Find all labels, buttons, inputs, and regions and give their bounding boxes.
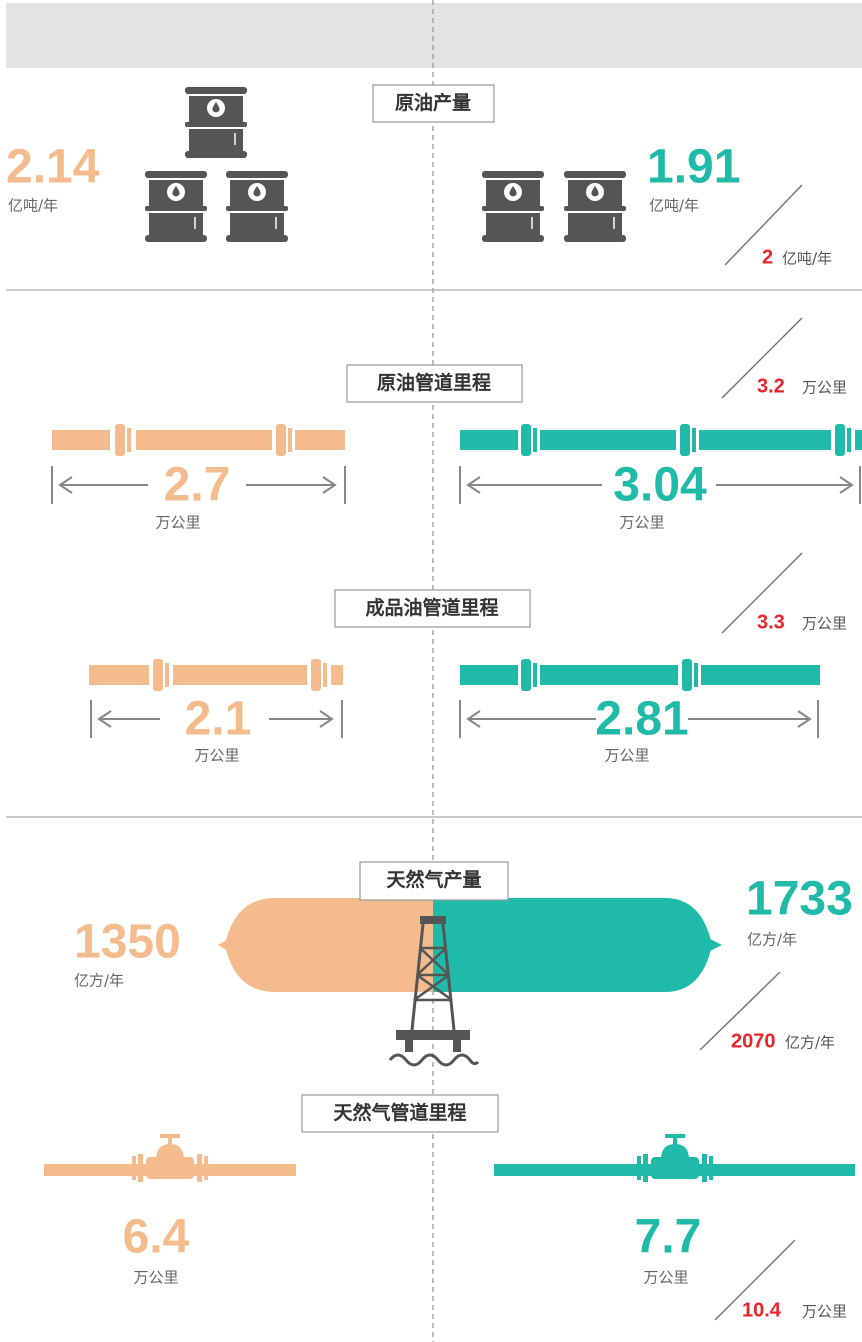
left-unit: 万公里 [133,1269,178,1287]
left-value: 2.14 [6,141,100,194]
target-unit: 万公里 [802,615,847,633]
left-unit: 万公里 [194,747,239,765]
section-crude-pipeline: 原油管道里程 3.2 万公里 2.7 万公里 3.04 万公里 [52,318,862,532]
section-crude-output: 原油产量 2.14 亿吨/年 1.91 亿吨/年 2 亿吨/年 [6,85,832,268]
header-band [6,3,862,68]
section-title: 原油管道里程 [377,371,491,394]
target-value: 10.4 [742,1299,782,1321]
infographic: 原油产量 2.14 亿吨/年 1.91 亿吨/年 2 亿吨/年 原油管道里程 3… [0,0,862,1342]
left-value: 1350 [74,916,181,969]
pipe-left [52,424,345,456]
section-title: 天然气产量 [386,868,481,891]
right-unit: 万公里 [604,747,649,765]
blob-tip [218,938,230,952]
pipe-right [460,424,862,456]
barrel-icon [482,171,544,242]
target-value: 3.3 [757,611,785,633]
right-value: 1733 [746,873,853,926]
target-value: 2 [762,246,773,268]
right-unit: 亿方/年 [747,931,797,949]
barrel-icon [185,87,247,158]
left-unit: 万公里 [155,514,200,532]
right-value: 2.81 [595,693,688,746]
section-gas-pipeline: 天然气管道里程 6.4 万公里 7.7 万公里 10.4 万公里 [44,1095,855,1321]
section-product-pipeline: 成品油管道里程 3.3 万公里 2.1 万公里 2.81 万公里 [89,553,847,765]
right-unit: 亿吨/年 [649,197,699,215]
left-value: 2.7 [164,459,231,512]
target-unit: 万公里 [802,379,847,397]
left-unit: 亿吨/年 [8,197,58,215]
right-value: 1.91 [647,141,740,194]
barrel-icon [226,171,288,242]
blob-tip [708,938,722,952]
blob-left [225,898,433,992]
target-value: 3.2 [757,375,785,397]
section-gas-output: 天然气产量 1350 亿方/年 1733 亿方/年 2070 亿方/年 [74,862,853,1065]
target-unit: 万公里 [802,1303,847,1321]
section-title: 原油产量 [395,91,471,114]
left-unit: 亿方/年 [74,972,124,990]
barrel-icon [145,171,207,242]
target-value: 2070 [731,1030,776,1052]
right-unit: 万公里 [643,1269,688,1287]
blob-right [433,898,712,992]
right-unit: 万公里 [619,514,664,532]
left-value: 6.4 [123,1211,190,1264]
left-value: 2.1 [185,693,252,746]
section-title: 天然气管道里程 [333,1101,466,1124]
target-unit: 亿方/年 [785,1034,835,1052]
section-title: 成品油管道里程 [365,596,498,619]
right-value: 3.04 [613,459,707,512]
pipe-right [460,659,820,691]
target-unit: 亿吨/年 [782,250,832,268]
barrel-icon [564,171,626,242]
right-value: 7.7 [635,1211,702,1264]
pipe-left [89,659,343,691]
